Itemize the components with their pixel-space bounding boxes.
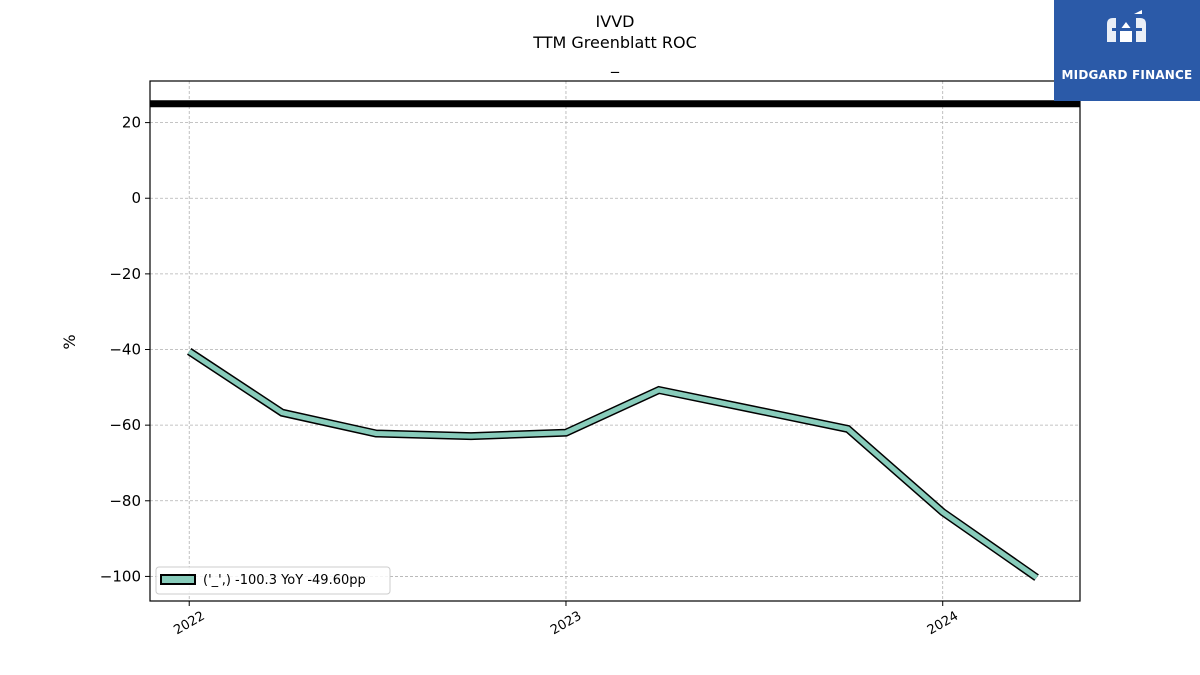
- y-tick-label: 0: [131, 189, 141, 207]
- chart-subtitle-2: _: [610, 54, 620, 74]
- y-axis-label: %: [60, 334, 79, 349]
- x-tick-label: 2023: [548, 609, 584, 639]
- series-layer: [186, 348, 1039, 581]
- x-tick-label: 2022: [171, 609, 207, 639]
- brand-logo: MIDGARD FINANCE: [1054, 0, 1200, 101]
- legend: ('_',) -100.3 YoY -49.60pp: [155, 566, 391, 595]
- y-tick-label: −40: [109, 341, 141, 359]
- x-axis: 2022 2023 2024: [171, 601, 961, 638]
- legend-swatch: [160, 574, 196, 585]
- y-tick-label: −20: [109, 265, 141, 283]
- series-line: [187, 349, 1039, 580]
- y-tick-label: −60: [109, 416, 141, 434]
- chart-title: IVVD: [596, 12, 635, 31]
- y-tick-label: −80: [109, 492, 141, 510]
- series-line-outline: [186, 348, 1039, 581]
- plot-area-frame: [149, 80, 1081, 602]
- chart-subtitle: TTM Greenblatt ROC: [532, 33, 697, 52]
- y-tick-label: 20: [122, 114, 141, 132]
- x-tick-label: 2024: [925, 609, 961, 639]
- midgard-logo-icon: [1107, 10, 1146, 42]
- y-tick-label: −100: [100, 567, 141, 585]
- brand-name: MIDGARD FINANCE: [1061, 68, 1193, 82]
- grid-lines: [150, 81, 1080, 601]
- y-axis: 20 0 −20 −40 −60 −80 −100: [100, 114, 150, 585]
- legend-label: ('_',) -100.3 YoY -49.60pp: [203, 573, 366, 588]
- legend-box: [155, 566, 391, 595]
